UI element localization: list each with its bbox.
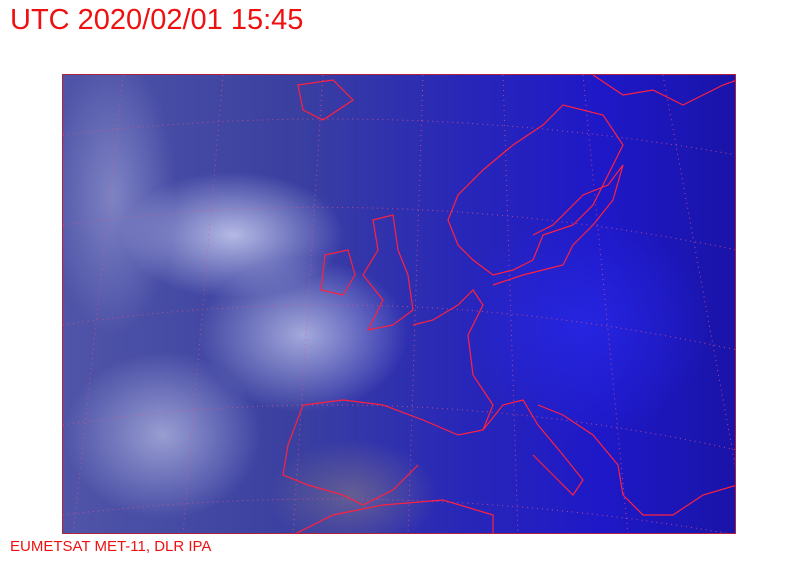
coast-great-britain <box>362 214 414 331</box>
coast-iceland <box>297 79 354 121</box>
coast-ireland <box>320 249 356 296</box>
satellite-map <box>62 74 736 534</box>
coast-scandinavia <box>447 104 624 276</box>
coastlines <box>282 75 735 533</box>
coast-italy <box>482 399 584 496</box>
data-source-credit: EUMETSAT MET-11, DLR IPA <box>10 538 212 555</box>
coast-france-iberia <box>282 289 494 506</box>
coast-north <box>592 75 735 106</box>
coast-north-africa <box>295 499 494 533</box>
coast-balkans <box>537 404 735 516</box>
coast-baltic <box>492 164 624 286</box>
lat-lon-grid <box>63 75 735 533</box>
timestamp-title: UTC 2020/02/01 15:45 <box>10 4 304 36</box>
map-overlay <box>63 75 735 533</box>
